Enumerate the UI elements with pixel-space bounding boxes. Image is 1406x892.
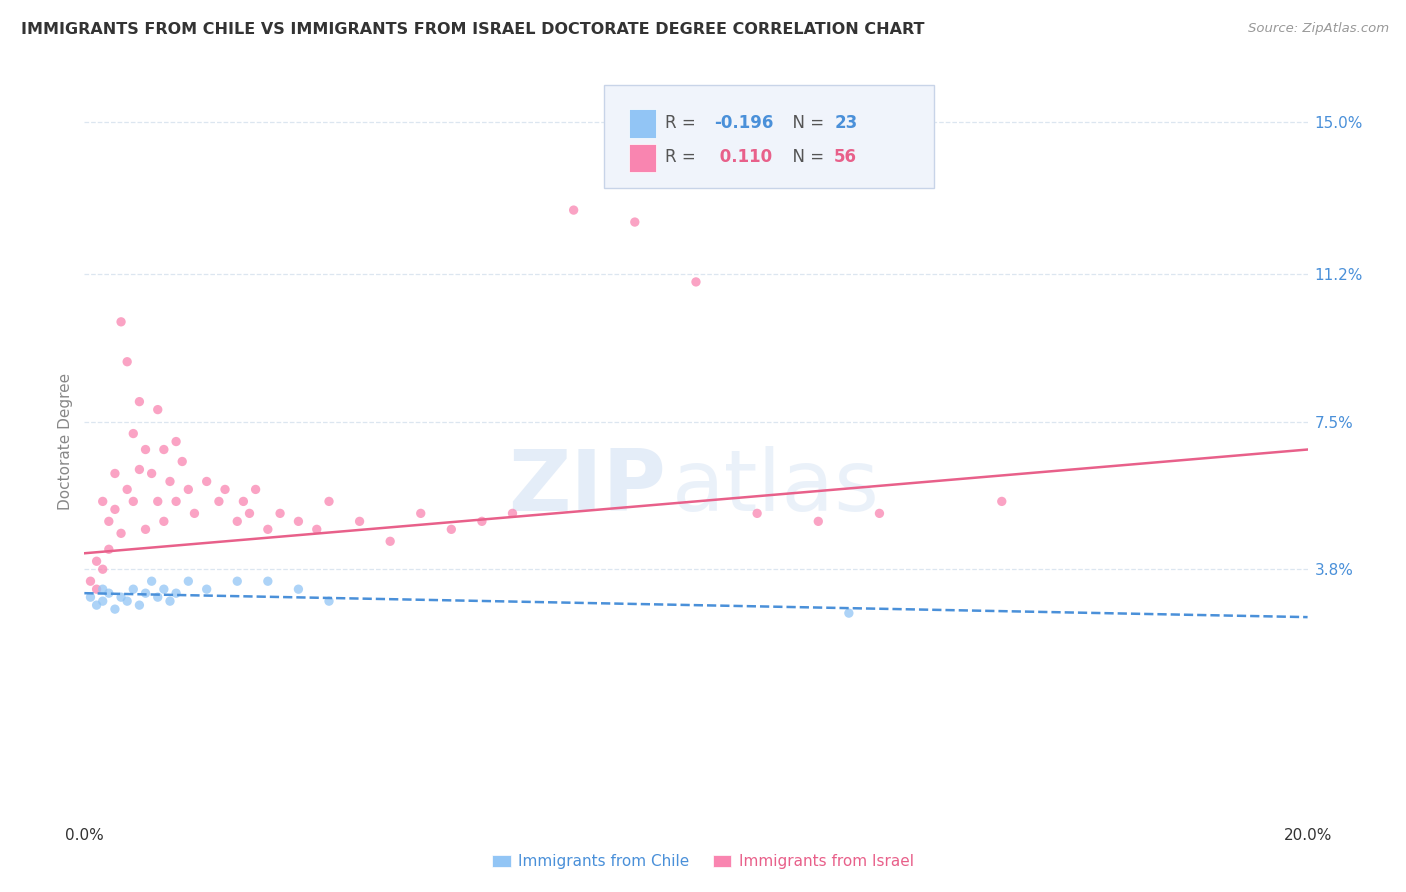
Point <box>257 522 280 536</box>
Point <box>318 594 340 608</box>
Point <box>97 542 120 557</box>
Text: 56: 56 <box>834 148 858 166</box>
Text: N =: N = <box>782 148 830 166</box>
Text: ZIP: ZIP <box>508 445 665 529</box>
Text: 23: 23 <box>834 114 858 132</box>
Point <box>747 507 769 521</box>
Point <box>269 507 291 521</box>
Point <box>226 574 249 589</box>
Point <box>562 203 585 218</box>
Point <box>135 522 157 536</box>
Point <box>153 442 176 457</box>
Point <box>177 483 200 497</box>
Point <box>128 598 150 612</box>
Point <box>165 434 187 449</box>
Point <box>110 526 132 541</box>
Point <box>869 507 891 521</box>
Point <box>440 522 463 536</box>
Point <box>115 483 138 497</box>
Point <box>153 582 176 597</box>
Point <box>807 514 830 528</box>
Text: -0.196: -0.196 <box>714 114 773 132</box>
Point <box>146 402 169 417</box>
Point <box>104 602 127 616</box>
Y-axis label: Doctorate Degree: Doctorate Degree <box>58 373 73 510</box>
Point <box>86 582 108 597</box>
Text: R =: R = <box>665 148 702 166</box>
Point <box>141 574 163 589</box>
Point <box>502 507 524 521</box>
Point <box>110 315 132 329</box>
Point <box>135 442 157 457</box>
Point <box>409 507 432 521</box>
Text: Source: ZipAtlas.com: Source: ZipAtlas.com <box>1249 22 1389 36</box>
Point <box>104 467 127 481</box>
Point <box>146 590 169 604</box>
Point <box>115 355 138 369</box>
Point <box>122 426 145 441</box>
Point <box>104 502 127 516</box>
Point <box>214 483 236 497</box>
Point <box>245 483 267 497</box>
Point <box>91 562 114 576</box>
Point <box>238 507 260 521</box>
Point <box>685 275 707 289</box>
Point <box>195 582 218 597</box>
Point <box>232 494 254 508</box>
Point <box>86 598 108 612</box>
Point <box>838 606 860 620</box>
Bar <box>628 144 655 172</box>
Point <box>153 514 176 528</box>
Point <box>226 514 249 528</box>
Point <box>146 494 169 508</box>
Point <box>287 514 309 528</box>
Point <box>165 494 187 508</box>
Point <box>165 586 187 600</box>
Bar <box>628 110 655 138</box>
Point <box>208 494 231 508</box>
Text: atlas: atlas <box>672 445 880 529</box>
Text: R =: R = <box>665 114 702 132</box>
Point <box>97 586 120 600</box>
Point <box>91 582 114 597</box>
Text: N =: N = <box>782 114 830 132</box>
Point <box>195 475 218 489</box>
Legend: Immigrants from Chile, Immigrants from Israel: Immigrants from Chile, Immigrants from I… <box>486 848 920 875</box>
Point <box>91 594 114 608</box>
Point <box>287 582 309 597</box>
Point <box>128 394 150 409</box>
Point <box>183 507 205 521</box>
Point <box>91 494 114 508</box>
Text: 0.110: 0.110 <box>714 148 772 166</box>
Point <box>257 574 280 589</box>
Point <box>177 574 200 589</box>
Point <box>141 467 163 481</box>
Point <box>471 514 494 528</box>
Point <box>97 514 120 528</box>
Text: IMMIGRANTS FROM CHILE VS IMMIGRANTS FROM ISRAEL DOCTORATE DEGREE CORRELATION CHA: IMMIGRANTS FROM CHILE VS IMMIGRANTS FROM… <box>21 22 925 37</box>
Point <box>159 594 181 608</box>
FancyBboxPatch shape <box>605 85 935 187</box>
Point <box>86 554 108 568</box>
Point <box>135 586 157 600</box>
Point <box>128 462 150 476</box>
Point <box>122 494 145 508</box>
Point <box>380 534 402 549</box>
Point <box>318 494 340 508</box>
Point <box>991 494 1014 508</box>
Point <box>110 590 132 604</box>
Point <box>115 594 138 608</box>
Point <box>349 514 371 528</box>
Point <box>79 574 101 589</box>
Point <box>172 454 194 468</box>
Point <box>79 590 101 604</box>
Point <box>624 215 647 229</box>
Point <box>305 522 328 536</box>
Point <box>159 475 181 489</box>
Point <box>122 582 145 597</box>
